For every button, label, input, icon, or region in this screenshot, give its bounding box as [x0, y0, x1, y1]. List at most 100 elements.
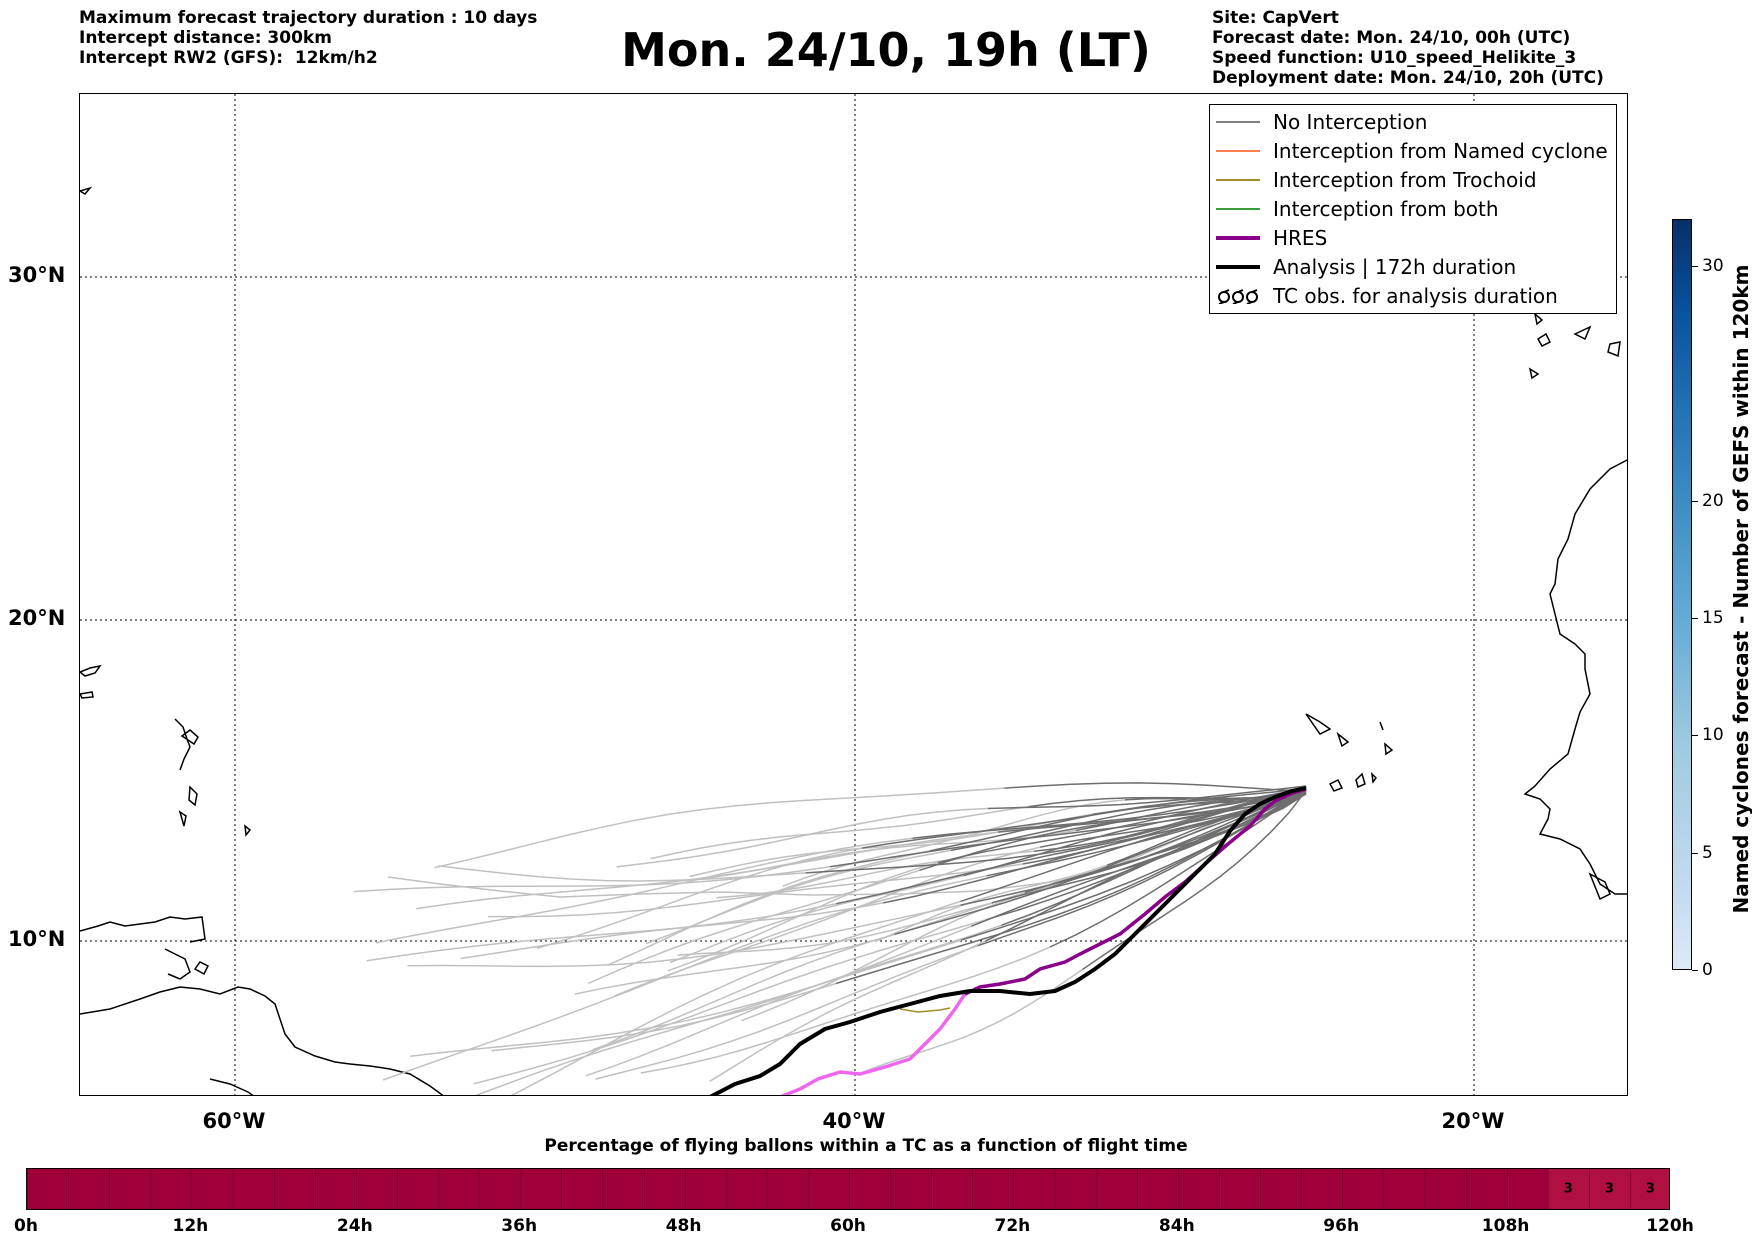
percentage-segment [849, 1169, 890, 1209]
intercept-distance-text: Intercept distance: 300km [79, 28, 332, 48]
legend-label: Analysis | 172h duration [1273, 255, 1517, 279]
trajectory-segment-light [741, 880, 1068, 1022]
hres-track [964, 787, 1307, 996]
trajectory-segment-light [434, 787, 1005, 869]
percentage-segment [890, 1169, 931, 1209]
percentage-segment [232, 1169, 274, 1209]
trajectory-segment-light [585, 924, 1002, 1077]
coast-guiana [209, 1078, 254, 1095]
percentage-segment [520, 1169, 561, 1209]
analysis-track [709, 786, 1307, 1095]
trajectory-segment-light [387, 793, 1281, 898]
trajectory-segment-light [491, 982, 837, 1052]
colorbar-tick-label: 30 [1702, 255, 1724, 276]
legend-label: Interception from Named cyclone [1273, 139, 1608, 163]
trajectory-segment-light [536, 847, 863, 950]
trajectory-segment-light [487, 863, 1023, 918]
trajectory-segment-light [473, 919, 987, 1085]
header-right: Site: CapVert Forecast date: Mon. 24/10,… [1212, 8, 1604, 88]
trajectory-segment-light [592, 933, 895, 1051]
colorbar-tick-label: 15 [1702, 607, 1724, 628]
coast-canary-4 [1528, 367, 1540, 380]
site-text: Site: CapVert [1212, 8, 1339, 28]
colorbar-tick [1692, 617, 1698, 619]
trajectory-segment-light [640, 946, 1051, 1074]
coast-capeverde-2 [1336, 731, 1350, 748]
time-label: 84h [1158, 1216, 1195, 1236]
trajectories-light-grey [353, 787, 1281, 1095]
percentage-segment [1177, 1169, 1219, 1209]
percentage-segment [1547, 1169, 1589, 1209]
percentage-segment [479, 1169, 520, 1209]
percentage-segment [1095, 1169, 1137, 1209]
coast-africa [1523, 459, 1627, 895]
coast-madeira [1533, 312, 1544, 326]
coast-capeverde-4 [1384, 742, 1394, 756]
legend-swatch [1216, 265, 1260, 269]
coast-capeverde-3 [1379, 721, 1384, 731]
trajectory-segment-light [709, 940, 986, 1082]
percentage-segment [1342, 1169, 1383, 1209]
legend-swatch [1216, 121, 1260, 123]
percentage-segment [725, 1169, 767, 1209]
trajectory-segment-light [510, 900, 961, 1095]
lat-label-30n: 30°N [8, 263, 66, 287]
lat-label-20n: 20°N [8, 606, 66, 630]
trajectory-segment-dark [894, 787, 1307, 936]
percentage-segment [643, 1169, 685, 1209]
percentage-segment [1260, 1169, 1301, 1209]
percentage-segment [602, 1169, 643, 1209]
legend-label: TC obs. for analysis duration [1273, 284, 1558, 308]
map-legend: No Interception Interception from Named … [1209, 104, 1617, 314]
trajectory-segment-light [407, 904, 961, 968]
trajectory-segment-light [667, 861, 939, 972]
trajectory-segment-light [614, 846, 1041, 997]
percentage-segment [972, 1169, 1013, 1209]
percentage-bar-title: Percentage of flying ballons within a TC… [544, 1136, 1188, 1156]
trajectory-segment-dark [1001, 788, 1307, 927]
time-label: 12h [172, 1216, 209, 1236]
coast-south-america [80, 986, 444, 1095]
colorbar-tick [1692, 970, 1698, 971]
trajectory-segment-dark [1004, 782, 1307, 792]
legend-swatch [1216, 208, 1260, 210]
trajectory-segment-light [616, 807, 988, 868]
lat-label-10n: 10°N [8, 927, 66, 951]
coast-capeverde-5 [1328, 778, 1344, 792]
lon-label-40w: 40°W [822, 1109, 886, 1133]
coast-canary-3 [1607, 341, 1621, 358]
legend-swatch [1216, 150, 1260, 152]
coast-hispaniola [80, 664, 102, 677]
legend-label: Interception from Trochoid [1273, 168, 1537, 192]
trajectory-segment-light [410, 939, 962, 1058]
trajectory-segment-dark [997, 790, 1307, 833]
legend-label: No Interception [1273, 110, 1428, 134]
colorbar-tick [1692, 500, 1698, 502]
percentage-segment [1054, 1169, 1096, 1209]
trajectory-segment-dark [1049, 786, 1307, 948]
trajectory-segment-light [382, 875, 987, 1081]
percentage-value: 3 [1645, 1181, 1655, 1197]
percentage-segment [1301, 1169, 1342, 1209]
percentage-segment [438, 1169, 479, 1209]
colorbar [1672, 219, 1692, 970]
percentage-segment [109, 1169, 150, 1209]
time-label: 60h [830, 1216, 866, 1236]
coast-venezuela-north [80, 916, 206, 943]
coast-capeverde-7 [1370, 771, 1377, 784]
percentage-segment [1629, 1169, 1669, 1209]
percentage-segment [1013, 1169, 1054, 1209]
percentage-segment [766, 1169, 808, 1209]
colorbar-tick [1692, 265, 1698, 267]
trajectory-segment-dark [829, 792, 1307, 868]
colorbar-tick [1692, 735, 1698, 737]
trochoid-interception-track [899, 1007, 951, 1013]
coast-azores-1 [80, 186, 93, 195]
percentage-value: 3 [1604, 1181, 1614, 1197]
percentage-segment [1588, 1169, 1630, 1209]
legend-swatch [1216, 236, 1260, 240]
time-label: 48h [665, 1216, 702, 1236]
time-label: 24h [336, 1216, 373, 1236]
tc-obs-symbol-icon [1218, 289, 1258, 304]
coast-guadeloupe [180, 729, 199, 746]
